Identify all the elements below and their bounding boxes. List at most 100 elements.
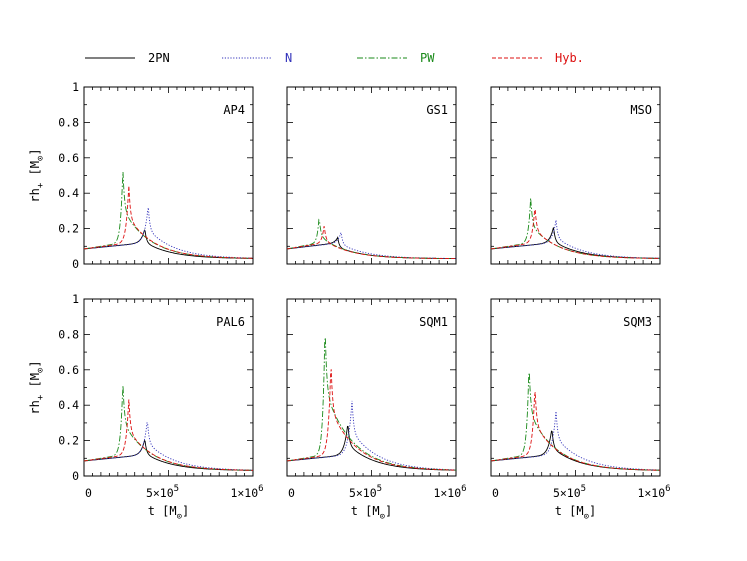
x-tick-mantissa: 1×10 — [230, 486, 258, 500]
panel-label: MSO — [630, 103, 652, 117]
series-n-line — [286, 400, 457, 471]
panel-label: AP4 — [223, 103, 245, 117]
series-2pn-line — [286, 236, 456, 259]
x-tick-label: 5×105 — [553, 484, 586, 500]
x-axis-label-text: t [M — [555, 504, 584, 518]
x-tick-label: 5×105 — [146, 484, 179, 500]
x-axis-label-close: ] — [589, 504, 596, 518]
x-tick-mantissa: 1×10 — [433, 486, 461, 500]
x-tick-mantissa: 5×10 — [553, 486, 581, 500]
legend-label-pw: PW — [420, 51, 435, 65]
x-axis-label: t [M⊙] — [555, 504, 597, 522]
series-pw-line — [490, 372, 661, 471]
panel-sqm1: 0 5×105 1×106 t [M⊙] SQM1 — [286, 298, 467, 522]
legend-item-pw: PW — [357, 51, 435, 65]
y-tick-label: 0 — [72, 469, 79, 483]
series-hyb-line — [83, 399, 254, 471]
x-tick-exponent: 6 — [665, 484, 670, 494]
legend-item-2pn: 2PN — [85, 51, 170, 65]
x-tick-label: 1×106 — [637, 484, 670, 500]
x-tick-mantissa: 5×10 — [146, 486, 174, 500]
y-tick-label: 0.8 — [58, 115, 79, 129]
legend: 2PN N PW Hyb. — [85, 51, 584, 65]
y-tick-label: 0.6 — [58, 363, 79, 377]
legend-label-hyb: Hyb. — [555, 51, 584, 65]
x-tick-exponent: 5 — [174, 484, 179, 494]
y-axis-label-close: ] — [28, 360, 42, 367]
y-axis-label-unit: [M — [28, 161, 42, 183]
y-axis-label: rh+ [M⊙] — [28, 360, 46, 414]
x-axis-label-sub: ⊙ — [584, 512, 589, 522]
x-tick-mantissa: 0 — [492, 486, 499, 500]
x-tick-label: 0 — [288, 486, 295, 500]
x-axis-label-close: ] — [385, 504, 392, 518]
x-axis-label-close: ] — [182, 504, 189, 518]
x-tick-label: 0 — [492, 486, 499, 500]
y-tick-label: 0 — [72, 257, 79, 271]
y-axis-label-text: rh — [28, 400, 42, 414]
x-tick-mantissa: 0 — [85, 486, 92, 500]
x-tick-exponent: 5 — [377, 484, 382, 494]
series-n-line — [83, 207, 254, 259]
series-n-line — [490, 220, 661, 259]
series-2pn-line — [83, 229, 254, 259]
series-hyb-line — [490, 392, 661, 471]
x-axis-label-text: t [M — [148, 504, 177, 518]
legend-label-n: N — [285, 51, 292, 65]
y-axis-label: rh+ [M⊙] — [28, 148, 46, 202]
legend-label-2pn: 2PN — [148, 51, 170, 65]
panel-mso: MSO — [490, 86, 661, 265]
x-axis-label: t [M⊙] — [148, 504, 190, 522]
x-tick-exponent: 6 — [258, 484, 263, 494]
panel-ap4: 0 0.2 0.4 0.6 0.8 1 rh+ [M⊙] AP4 — [28, 80, 254, 271]
series-hyb-line — [490, 209, 660, 259]
series-2pn-line — [490, 430, 661, 471]
legend-item-hyb: Hyb. — [492, 51, 584, 65]
series-pw-line — [83, 171, 254, 259]
series-2pn-line — [83, 439, 254, 471]
y-axis-label-close: ] — [28, 148, 42, 155]
y-axis-label-sub: + — [36, 182, 46, 188]
y-axis-label-unit: [M — [28, 373, 42, 395]
series-hyb-line — [286, 369, 457, 471]
x-tick-mantissa: 1×10 — [637, 486, 665, 500]
x-axis-label: t [M⊙] — [351, 504, 393, 522]
panel-label: GS1 — [426, 103, 448, 117]
y-tick-label: 0.4 — [58, 186, 79, 200]
series-hyb-line — [286, 226, 456, 259]
x-tick-mantissa: 0 — [288, 486, 295, 500]
panel-label: SQM3 — [623, 315, 652, 329]
x-axis-label-sub: ⊙ — [177, 512, 182, 522]
panel-label: PAL6 — [216, 315, 245, 329]
y-axis-label-text: rh — [28, 188, 42, 202]
series-pw-line — [286, 218, 456, 259]
legend-item-n: N — [222, 51, 292, 65]
panel-sqm3: 0 5×105 1×106 t [M⊙] SQM3 — [490, 298, 671, 522]
x-tick-exponent: 6 — [461, 484, 466, 494]
panel-gs1: GS1 — [286, 86, 457, 265]
series-2pn-line — [286, 425, 457, 471]
y-tick-label: 1 — [72, 80, 79, 94]
y-tick-label: 0.2 — [58, 434, 79, 448]
y-tick-label: 0.2 — [58, 222, 79, 236]
x-axis-label-text: t [M — [351, 504, 380, 518]
y-tick-label: 0.8 — [58, 327, 79, 341]
x-axis-label-sub: ⊙ — [380, 512, 385, 522]
x-tick-label: 5×105 — [349, 484, 382, 500]
y-axis-label-unit-sub: ⊙ — [36, 156, 46, 161]
series-n-line — [83, 422, 254, 471]
series-2pn-line — [490, 227, 661, 259]
y-tick-label: 1 — [72, 292, 79, 306]
series-pw-line — [490, 198, 660, 259]
y-axis-label-unit-sub: ⊙ — [36, 368, 46, 373]
x-tick-exponent: 5 — [581, 484, 586, 494]
x-tick-label: 0 — [85, 486, 92, 500]
x-tick-label: 1×106 — [433, 484, 466, 500]
series-pw-line — [286, 337, 457, 471]
panel-label: SQM1 — [419, 315, 448, 329]
series-n-line — [490, 411, 661, 471]
y-axis-label-sub: + — [36, 394, 46, 400]
